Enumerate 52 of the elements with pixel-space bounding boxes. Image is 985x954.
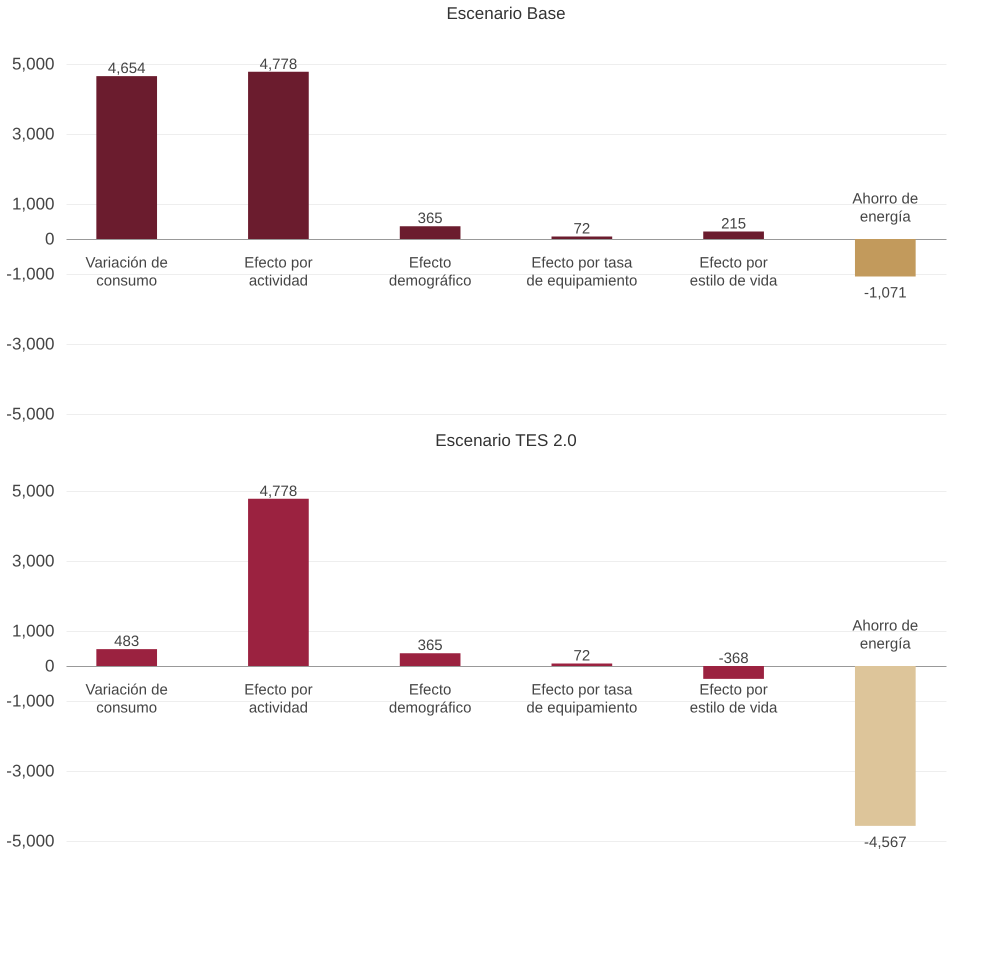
data-label: 483 [114,633,140,650]
x-tick-label: Efecto por estilo de vida [690,682,778,716]
y-tick-label: -3,000 [6,334,54,354]
data-label: -1,071 [864,284,907,302]
y-tick-label: 1,000 [12,622,54,640]
x-tick-label: Ahorro de energía [852,618,918,652]
x-tick-label: Efecto demográfico [388,254,472,290]
y-tick-label: 3,000 [12,552,54,570]
data-label: 4,778 [260,56,298,73]
data-label: 4,778 [260,482,298,500]
x-tick-label: Ahorro de energía [852,190,918,226]
data-label: 4,654 [108,60,146,78]
bar [96,76,158,239]
data-label: 215 [721,215,746,232]
y-tick-label: -1,000 [6,264,54,284]
bar [400,653,460,666]
data-label: 365 [418,210,443,228]
y-tick-label: -3,000 [6,762,54,780]
y-tick-label: 3,000 [12,124,54,144]
y-tick-label: 1,000 [12,194,54,214]
x-tick-label: Efecto por actividad [244,682,313,716]
data-label: 72 [574,647,590,664]
y-tick-label: 5,000 [12,54,54,74]
data-label: 72 [574,220,590,238]
data-label: -4,567 [864,834,907,851]
x-tick-label: Efecto por tasa de equipamiento [526,682,638,716]
bar [400,226,460,239]
data-label: -368 [718,650,749,667]
chart-title: Escenario Base [446,4,566,23]
y-tick-label: 5,000 [12,482,54,500]
y-tick-label: -1,000 [6,692,54,710]
data-label: 365 [418,637,443,654]
bar [703,231,764,239]
y-tick-label: -5,000 [6,404,54,424]
y-tick-label: 0 [45,230,54,248]
bar [248,498,309,666]
bar [96,649,158,666]
bar [854,239,916,276]
bar [854,666,916,826]
x-tick-label: Efecto demográfico [388,682,472,716]
x-tick-label: Efecto por tasa de equipamiento [526,254,638,290]
bar [552,236,612,239]
chart-title: Escenario TES 2.0 [435,431,577,450]
x-tick-label: Variación de consumo [86,254,168,290]
y-tick-label: -5,000 [6,832,54,850]
bar [703,666,764,679]
bar [552,663,612,666]
y-tick-label: 0 [45,656,54,676]
x-tick-label: Variación de consumo [86,682,168,716]
bar [248,72,309,239]
x-tick-label: Efecto por actividad [244,254,313,290]
x-tick-label: Efecto por estilo de vida [690,254,778,290]
